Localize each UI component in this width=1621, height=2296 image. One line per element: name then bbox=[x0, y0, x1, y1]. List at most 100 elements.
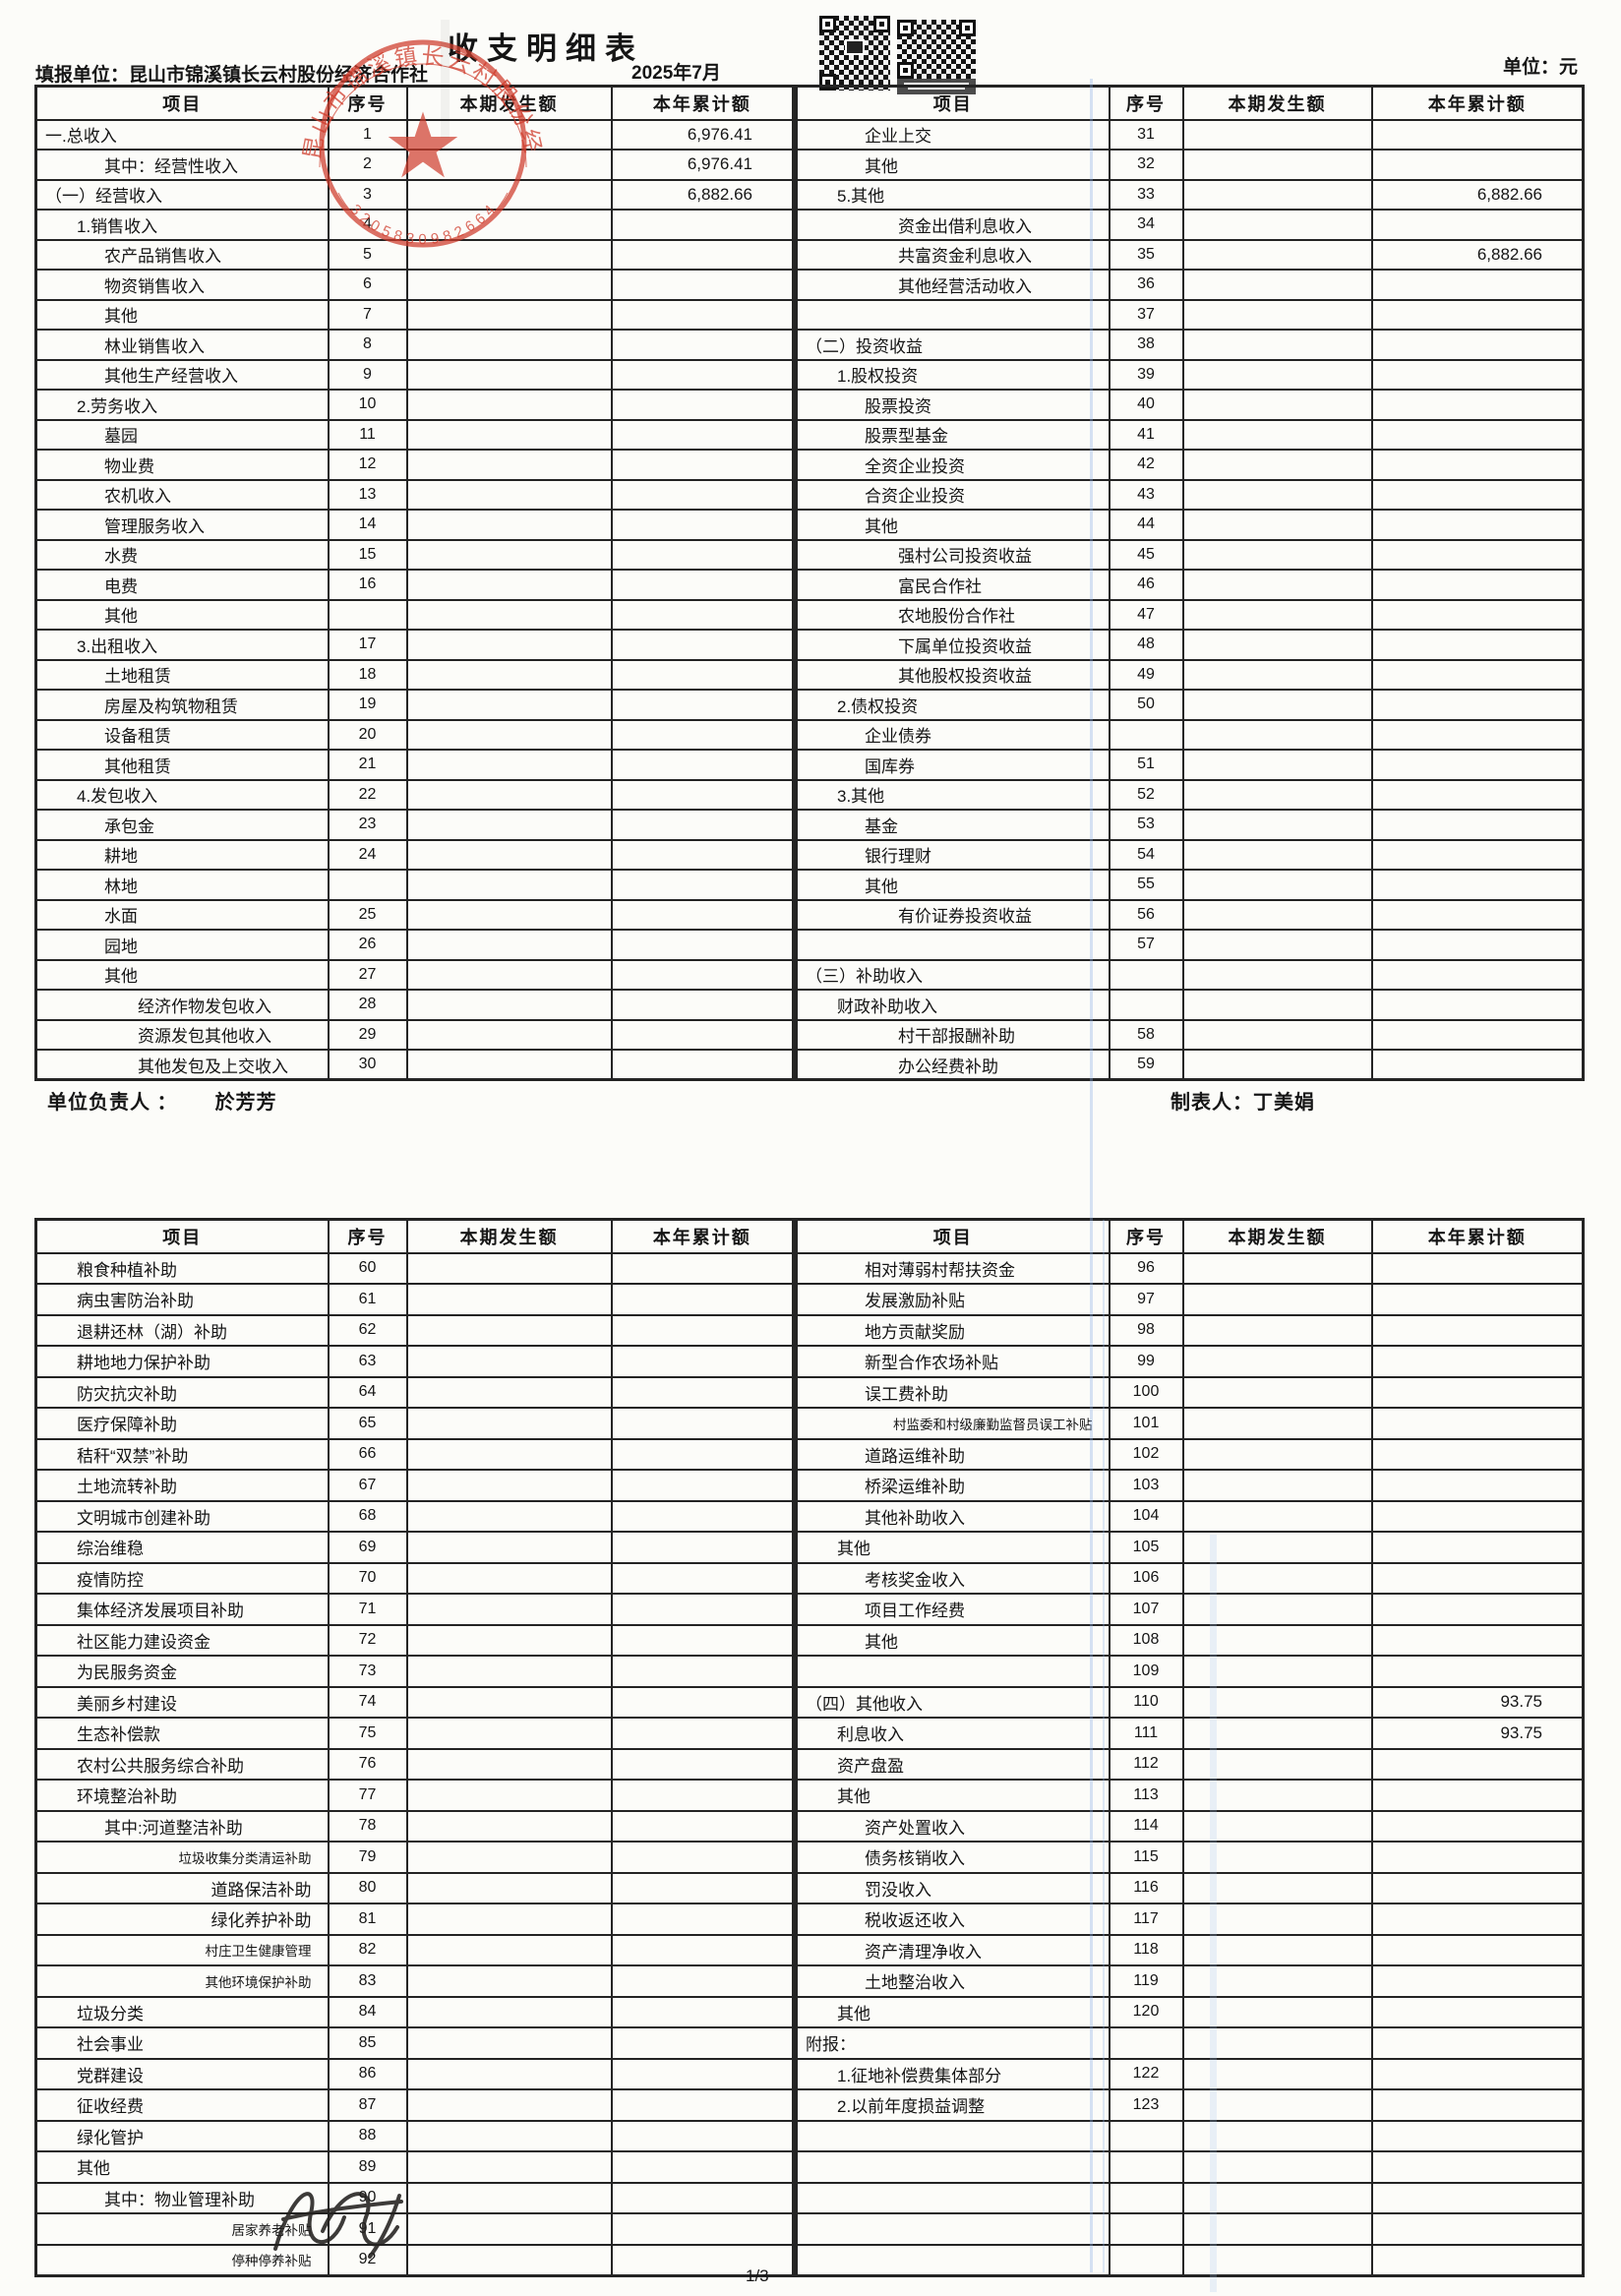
current-amount-cell bbox=[405, 1655, 613, 1688]
ytd-amount-cell bbox=[610, 1871, 795, 1904]
qr-finder-icon bbox=[819, 16, 836, 32]
current-amount-cell bbox=[1181, 1283, 1373, 1316]
ytd-amount-cell bbox=[610, 1561, 795, 1595]
current-amount-cell bbox=[1181, 1809, 1373, 1843]
current-amount-cell bbox=[405, 598, 613, 631]
responsible-label: 单位负责人 ： bbox=[47, 1092, 178, 1114]
ytd-amount-cell bbox=[1370, 1995, 1585, 2028]
preparer-name: 丁美娟 bbox=[1253, 1092, 1315, 1114]
item-cell: 停种停养补贴 bbox=[34, 2243, 330, 2276]
table-row: 其他租赁 21 bbox=[34, 749, 795, 781]
current-amount-cell bbox=[405, 1841, 613, 1874]
seq-cell: 70 bbox=[327, 1561, 408, 1595]
item-cell: 误工费补助 bbox=[795, 1375, 1111, 1409]
seq-cell: 73 bbox=[327, 1655, 408, 1688]
ytd-amount-cell bbox=[610, 1655, 795, 1688]
ytd-amount-cell bbox=[610, 209, 795, 241]
current-amount-cell bbox=[405, 1903, 613, 1936]
ytd-amount-cell bbox=[610, 2088, 795, 2122]
item-cell: 征收经费 bbox=[34, 2088, 330, 2122]
seq-cell: 33 bbox=[1108, 178, 1184, 211]
table-row: 房屋及构筑物租赁 19 bbox=[34, 689, 795, 721]
seq-cell bbox=[1108, 989, 1184, 1021]
seq-cell: 89 bbox=[327, 2150, 408, 2184]
seq-cell: 32 bbox=[1108, 149, 1184, 181]
table-row: 合资企业投资 43 bbox=[795, 478, 1585, 511]
current-amount-cell bbox=[1181, 1623, 1373, 1657]
seq-cell: 47 bbox=[1108, 598, 1184, 631]
table-row: 耕地 24 bbox=[34, 838, 795, 871]
current-amount-cell bbox=[405, 778, 613, 811]
item-cell: 耕地 bbox=[34, 838, 330, 871]
ytd-amount-cell bbox=[1370, 1623, 1585, 1657]
item-cell: 为民服务资金 bbox=[34, 1655, 330, 1688]
table-row: 道路保洁补助 80 bbox=[34, 1871, 795, 1904]
ytd-amount-cell bbox=[1370, 118, 1585, 151]
current-amount-cell bbox=[1181, 298, 1373, 331]
table-row: 新型合作农场补贴 99 bbox=[795, 1345, 1585, 1378]
ytd-amount-cell: 6,882.66 bbox=[1370, 178, 1585, 211]
reporting-unit-value: 昆山市锦溪镇长云村股份经济合作社 bbox=[129, 65, 429, 86]
header-row: 项目 序号 本期发生额 本年累计额 bbox=[34, 1218, 795, 1254]
seq-cell bbox=[1108, 2119, 1184, 2152]
current-amount-cell bbox=[405, 1623, 613, 1657]
item-cell: 土地流转补助 bbox=[34, 1469, 330, 1502]
ytd-amount-cell bbox=[1370, 749, 1585, 781]
table-row: 利息收入 111 93.75 bbox=[795, 1717, 1585, 1750]
ytd-amount-cell: 93.75 bbox=[1370, 1717, 1585, 1750]
table-row: 其他补助收入 104 bbox=[795, 1499, 1585, 1533]
table-row: 1.销售收入 4 bbox=[34, 209, 795, 241]
item-cell: 一.总收入 bbox=[34, 118, 330, 151]
table-row: 5.其他 33 6,882.66 bbox=[795, 178, 1585, 211]
seq-cell: 40 bbox=[1108, 389, 1184, 421]
table-row: 承包金 23 bbox=[34, 809, 795, 841]
seq-cell: 12 bbox=[327, 449, 408, 481]
item-cell: 综治维稳 bbox=[34, 1531, 330, 1564]
item-cell bbox=[795, 2243, 1111, 2276]
col-header-item: 项目 bbox=[34, 1218, 330, 1254]
ytd-amount-cell bbox=[1370, 809, 1585, 841]
current-amount-cell bbox=[405, 418, 613, 451]
current-amount-cell bbox=[1181, 209, 1373, 241]
current-amount-cell bbox=[1181, 1747, 1373, 1781]
item-cell: 办公经费补助 bbox=[795, 1049, 1111, 1081]
ytd-amount-cell bbox=[610, 2026, 795, 2060]
ytd-amount-cell bbox=[1370, 1469, 1585, 1502]
item-cell: 资金出借利息收入 bbox=[795, 209, 1111, 241]
seq-cell: 35 bbox=[1108, 238, 1184, 271]
current-amount-cell bbox=[405, 1747, 613, 1781]
item-cell: 债务核销收入 bbox=[795, 1841, 1111, 1874]
ytd-amount-cell bbox=[1370, 269, 1585, 301]
table-row: 物业费 12 bbox=[34, 449, 795, 481]
item-cell: 道路运维补助 bbox=[795, 1437, 1111, 1471]
table-row: 其他环境保护补助 83 bbox=[34, 1964, 795, 1998]
current-amount-cell bbox=[1181, 149, 1373, 181]
item-cell: 设备租赁 bbox=[34, 718, 330, 751]
item-cell: 居家养老补贴 bbox=[34, 2212, 330, 2246]
seq-cell: 57 bbox=[1108, 929, 1184, 961]
col-header-seq: 序号 bbox=[1108, 85, 1184, 121]
ytd-amount-cell bbox=[1370, 778, 1585, 811]
ytd-amount-cell bbox=[610, 1995, 795, 2028]
table-row: 下属单位投资收益 48 bbox=[795, 629, 1585, 661]
seq-cell: 25 bbox=[327, 898, 408, 931]
item-cell: 税收返还收入 bbox=[795, 1903, 1111, 1936]
current-amount-cell bbox=[405, 658, 613, 691]
item-cell: 粮食种植补助 bbox=[34, 1251, 330, 1285]
preparer-line: 制表人：丁美娟 bbox=[1171, 1086, 1315, 1115]
current-amount-cell bbox=[1181, 1593, 1373, 1626]
current-amount-cell bbox=[1181, 2181, 1373, 2214]
seq-cell: 110 bbox=[1108, 1685, 1184, 1719]
table-row: （一）经营收入 3 6,882.66 bbox=[34, 178, 795, 211]
current-amount-cell bbox=[405, 449, 613, 481]
item-cell: 1.销售收入 bbox=[34, 209, 330, 241]
item-cell bbox=[795, 2212, 1111, 2246]
current-amount-cell bbox=[1181, 2057, 1373, 2090]
seq-cell: 123 bbox=[1108, 2088, 1184, 2122]
header-row: 项目 序号 本期发生额 本年累计额 bbox=[795, 1218, 1585, 1254]
item-cell: （四）其他收入 bbox=[795, 1685, 1111, 1719]
ytd-amount-cell bbox=[610, 778, 795, 811]
col-header-seq: 序号 bbox=[327, 1218, 408, 1254]
item-cell: 其他 bbox=[795, 869, 1111, 901]
table-row: 1.股权投资 39 bbox=[795, 358, 1585, 391]
